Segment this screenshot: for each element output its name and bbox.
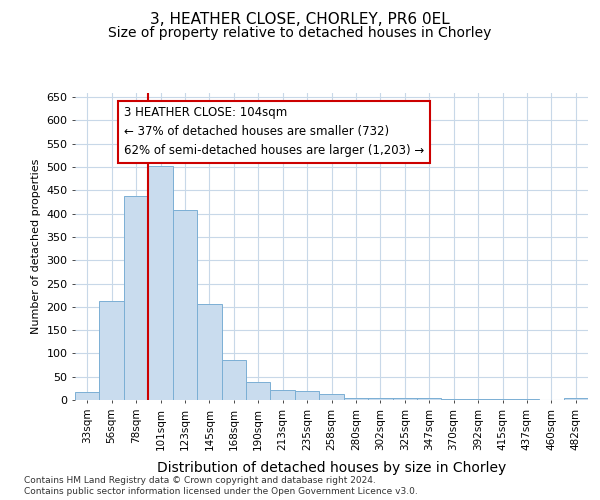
Bar <box>295 391 319 400</box>
Bar <box>173 210 197 400</box>
Text: Contains HM Land Registry data © Crown copyright and database right 2024.: Contains HM Land Registry data © Crown c… <box>24 476 376 485</box>
Bar <box>392 398 417 400</box>
X-axis label: Distribution of detached houses by size in Chorley: Distribution of detached houses by size … <box>157 461 506 475</box>
Bar <box>319 394 344 400</box>
Bar <box>344 398 368 400</box>
Bar <box>197 304 221 400</box>
Bar <box>417 398 442 400</box>
Bar <box>368 398 392 400</box>
Text: 3, HEATHER CLOSE, CHORLEY, PR6 0EL: 3, HEATHER CLOSE, CHORLEY, PR6 0EL <box>150 12 450 28</box>
Bar <box>466 398 490 400</box>
Bar <box>442 398 466 400</box>
Bar <box>563 398 588 400</box>
Bar <box>490 398 515 400</box>
Bar <box>100 301 124 400</box>
Bar <box>148 166 173 400</box>
Bar <box>221 360 246 400</box>
Y-axis label: Number of detached properties: Number of detached properties <box>31 158 41 334</box>
Bar <box>515 399 539 400</box>
Text: Contains public sector information licensed under the Open Government Licence v3: Contains public sector information licen… <box>24 487 418 496</box>
Bar <box>124 196 148 400</box>
Bar <box>75 392 100 400</box>
Text: Size of property relative to detached houses in Chorley: Size of property relative to detached ho… <box>109 26 491 40</box>
Bar <box>271 390 295 400</box>
Text: 3 HEATHER CLOSE: 104sqm
← 37% of detached houses are smaller (732)
62% of semi-d: 3 HEATHER CLOSE: 104sqm ← 37% of detache… <box>124 106 424 158</box>
Bar <box>246 382 271 400</box>
